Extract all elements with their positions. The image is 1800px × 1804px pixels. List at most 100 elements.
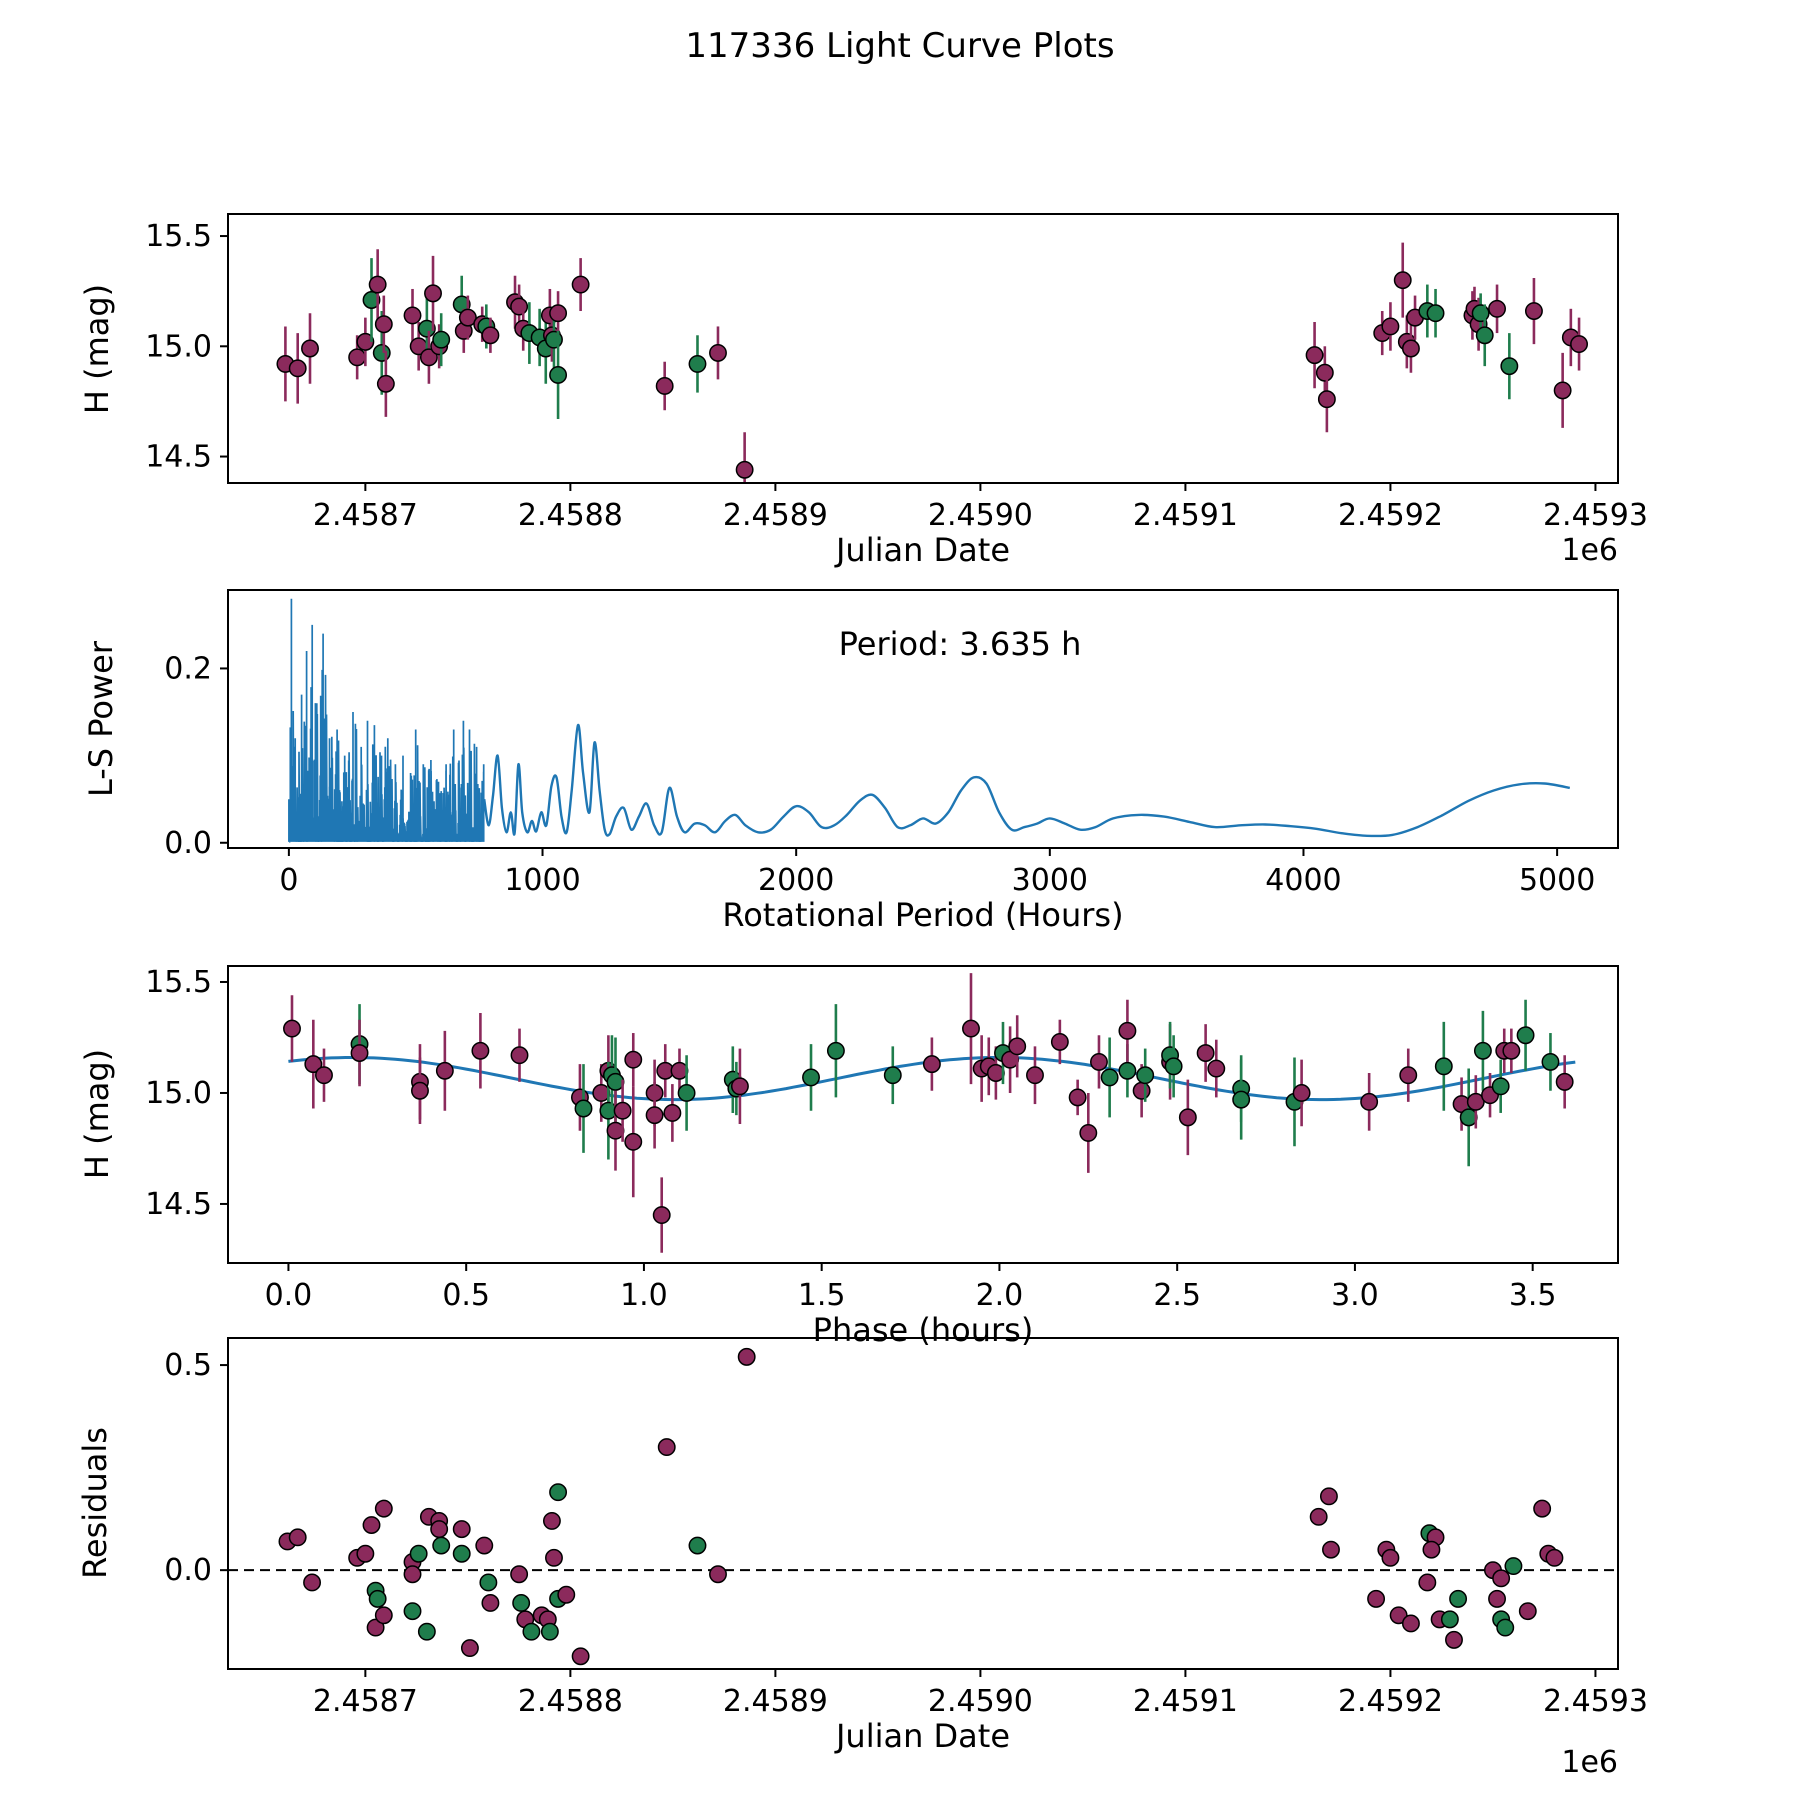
x-tick-label: 2.4587: [313, 498, 418, 533]
data-point: [366, 1618, 385, 1637]
data-point: [1360, 1092, 1379, 1111]
y-tick-label: 15.5: [145, 219, 212, 254]
data-point: [510, 297, 529, 316]
data-point: [288, 359, 307, 378]
data-point: [1118, 1021, 1137, 1040]
data-point: [549, 304, 568, 323]
periodogram-data: [288, 598, 1571, 843]
residuals-subplot: 2.4587 2.4588 2.4589 2.4590 2.4591 2.4592 2.45…: [164, 1337, 1648, 1719]
data-point: [481, 1594, 500, 1612]
data-point: [1178, 1108, 1197, 1127]
data-point: [677, 1084, 696, 1102]
data-point: [1466, 1092, 1485, 1111]
data-point: [1026, 1066, 1044, 1085]
data-point: [411, 1081, 429, 1100]
data-point: [1232, 1090, 1251, 1109]
data-point: [688, 354, 707, 373]
data-point: [688, 1536, 707, 1555]
data-point: [1132, 1081, 1151, 1100]
data-point: [417, 319, 436, 338]
data-point: [1401, 1614, 1420, 1633]
data-point: [1449, 1589, 1468, 1608]
data-point: [883, 1066, 902, 1085]
x-tick-label: 2.4588: [518, 1684, 623, 1719]
x-tick-label: 2.5: [1153, 1278, 1201, 1313]
data-point: [479, 1573, 498, 1592]
data-point: [403, 1565, 422, 1584]
data-point: [645, 1106, 664, 1125]
data-point: [1541, 1052, 1560, 1071]
y-tick-label: 0.5: [164, 1348, 212, 1383]
data-point: [303, 1573, 322, 1592]
data-point: [1459, 1108, 1478, 1127]
lightcurve-subplot: 2.4587 2.4588 2.4589 2.4590 2.4591 2.4592 2.45…: [145, 213, 1648, 533]
data-point: [458, 308, 477, 327]
lightcurve-axis-offset: 1e6: [1561, 533, 1618, 568]
data-point: [735, 460, 754, 479]
data-point: [368, 275, 387, 294]
y-tick-label: 14.5: [145, 440, 212, 475]
data-point: [376, 374, 395, 393]
data-point: [409, 1544, 428, 1563]
data-point: [986, 1064, 1005, 1082]
data-point: [522, 1622, 541, 1641]
plot-frame: [227, 589, 1619, 849]
data-point: [670, 1061, 689, 1080]
data-point: [430, 1520, 449, 1539]
periodogram-xlabel: Rotational Period (Hours): [722, 896, 1124, 934]
y-tick-label: 15.5: [145, 965, 212, 1000]
x-tick-label: 2.4592: [1338, 1684, 1443, 1719]
data-point: [1475, 326, 1494, 345]
data-point: [709, 1565, 727, 1584]
phase-xlabel: Phase (hours): [812, 1311, 1034, 1349]
data-point: [368, 1589, 387, 1608]
data-point: [1473, 1041, 1492, 1060]
data-point: [652, 1206, 671, 1225]
x-tick-label: 0.5: [442, 1278, 490, 1313]
residuals-ylabel: Residuals: [76, 1427, 114, 1579]
periodogram-subplot: 0 1000 2000 3000 4000 5000 0.0 0.2: [164, 589, 1619, 898]
period-annotation: Period: 3.635 h: [838, 625, 1082, 663]
lightcurve-xlabel: Julian Date: [835, 531, 1011, 569]
data-point: [571, 1647, 590, 1666]
data-point: [1118, 1061, 1137, 1080]
data-point: [1440, 1610, 1459, 1629]
data-point: [545, 330, 563, 349]
data-point: [624, 1050, 643, 1069]
data-point: [1164, 1057, 1183, 1076]
data-point: [545, 1548, 563, 1567]
data-point: [1422, 1540, 1441, 1559]
x-tick-label: 2.4588: [518, 498, 623, 533]
data-point: [1555, 1072, 1574, 1091]
data-point: [471, 1041, 490, 1060]
data-point: [304, 1055, 323, 1074]
data-point: [1381, 1548, 1400, 1567]
y-tick-label: 14.5: [145, 1187, 212, 1222]
x-tick-label: 2.4591: [1133, 1684, 1238, 1719]
x-tick-label: 2.0: [976, 1278, 1024, 1313]
data-point: [374, 315, 393, 334]
data-point: [374, 1606, 393, 1625]
data-point: [1305, 346, 1324, 365]
data-point: [571, 275, 590, 294]
data-point: [1516, 1026, 1535, 1045]
periodogram-dense: [288, 598, 485, 843]
data-point: [657, 1438, 676, 1457]
data-point: [709, 343, 727, 362]
x-tick-label: 2.4593: [1543, 1684, 1648, 1719]
data-point: [1504, 1557, 1523, 1575]
data-point: [606, 1121, 625, 1140]
data-point: [510, 1046, 529, 1065]
data-point: [1491, 1077, 1510, 1096]
data-point: [283, 1019, 301, 1038]
x-tick-label: 1.5: [798, 1278, 846, 1313]
data-point: [540, 1622, 559, 1641]
data-point: [542, 1511, 561, 1530]
phase-data: [283, 973, 1576, 1253]
data-point: [613, 1101, 632, 1120]
data-point: [374, 1499, 393, 1518]
data-point: [362, 1516, 381, 1534]
data-point: [424, 284, 442, 303]
